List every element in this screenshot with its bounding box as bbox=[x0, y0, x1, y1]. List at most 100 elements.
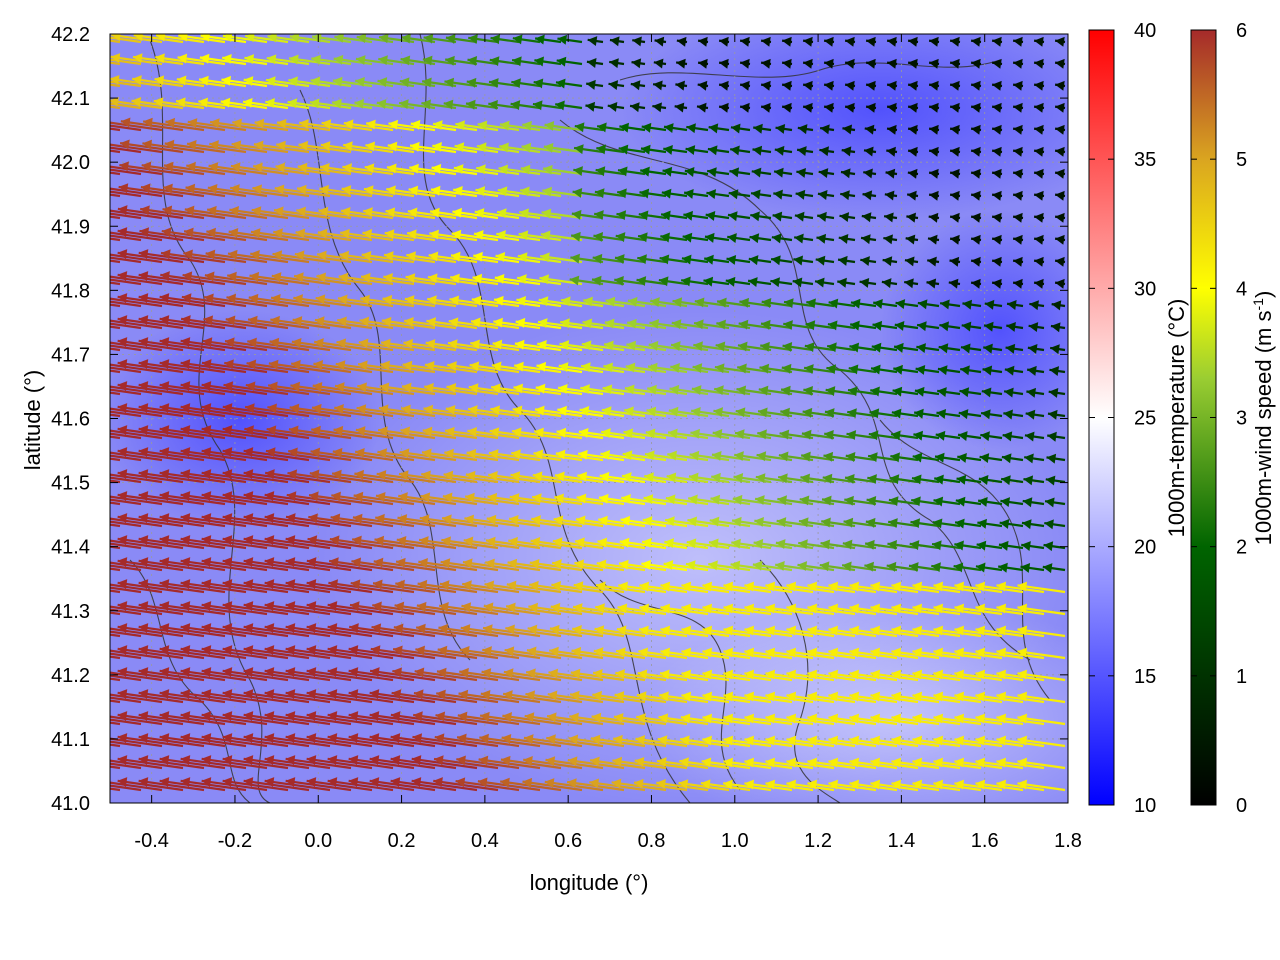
wind-vector bbox=[110, 498, 142, 506]
wind-vector bbox=[603, 362, 646, 374]
wind-vector bbox=[991, 102, 1003, 113]
wind-vector bbox=[586, 58, 604, 68]
wind-vector bbox=[117, 403, 184, 418]
wind-vector bbox=[110, 539, 163, 550]
wind-vector bbox=[907, 124, 919, 135]
wind-vector bbox=[888, 518, 919, 529]
wind-vector bbox=[110, 520, 142, 528]
wind-vector bbox=[786, 647, 835, 660]
wind-vector bbox=[490, 405, 541, 418]
wind-vector bbox=[348, 689, 415, 704]
wind-vector bbox=[118, 183, 184, 198]
wind-vector bbox=[933, 713, 982, 726]
wind-vector bbox=[891, 625, 940, 638]
wind-vector bbox=[579, 406, 625, 418]
wind-vector bbox=[955, 496, 982, 507]
wind-vector bbox=[977, 496, 1003, 507]
wind-vector bbox=[782, 342, 814, 352]
wind-vector bbox=[824, 408, 856, 418]
wind-vector bbox=[159, 777, 226, 792]
wind-vector bbox=[153, 97, 205, 110]
wind-vector bbox=[201, 535, 268, 550]
wind-vector bbox=[306, 711, 373, 726]
wind-vector bbox=[908, 562, 940, 572]
wind-vector bbox=[222, 447, 289, 462]
wind-vector bbox=[385, 207, 436, 220]
wind-vector bbox=[1044, 497, 1066, 508]
wind-vector bbox=[551, 581, 604, 594]
wind-vector bbox=[886, 36, 898, 47]
wind-vector bbox=[243, 76, 289, 88]
wind-vector bbox=[119, 161, 184, 176]
wind-vector bbox=[862, 190, 877, 201]
wind-vector bbox=[488, 99, 520, 110]
wind-vector bbox=[138, 557, 205, 572]
wind-vector bbox=[117, 381, 184, 396]
wind-vector bbox=[844, 58, 856, 69]
wind-vector bbox=[110, 322, 142, 330]
wind-vector bbox=[1029, 300, 1045, 311]
wind-vector bbox=[475, 186, 520, 198]
wind-vector bbox=[201, 491, 268, 506]
wind-vector bbox=[117, 491, 184, 506]
wind-vector bbox=[984, 299, 1003, 310]
wind-vector bbox=[110, 143, 163, 154]
wind-vector bbox=[911, 496, 940, 507]
x-tick-label: -0.4 bbox=[134, 830, 168, 852]
wind-vector bbox=[431, 163, 478, 176]
wind-vector bbox=[1012, 234, 1024, 245]
wind-vector bbox=[133, 34, 184, 44]
wind-vector bbox=[607, 102, 625, 112]
wind-vector bbox=[222, 601, 289, 616]
wind-vector bbox=[110, 737, 163, 748]
wind-vector bbox=[996, 625, 1045, 638]
wind-vector bbox=[594, 210, 625, 221]
wind-vector bbox=[117, 337, 184, 352]
wind-vector bbox=[596, 122, 625, 133]
wind-vector bbox=[849, 647, 898, 660]
wind-vector bbox=[159, 315, 226, 330]
wind-vector bbox=[970, 256, 982, 267]
wind-vector bbox=[1017, 625, 1066, 638]
wind-vector bbox=[243, 557, 310, 572]
wind-vector bbox=[1050, 344, 1066, 355]
wind-vector bbox=[384, 229, 436, 242]
wind-vector bbox=[366, 119, 415, 132]
wind-vector bbox=[844, 102, 856, 113]
colorbar-tick-label: 3 bbox=[1236, 408, 1247, 430]
wind-vector bbox=[203, 315, 268, 330]
wind-vector bbox=[138, 623, 205, 638]
wind-vector bbox=[656, 757, 709, 770]
colorbar-tick-label: 25 bbox=[1134, 408, 1156, 430]
wind-vector bbox=[243, 755, 310, 770]
wind-vector bbox=[528, 602, 583, 616]
wind-vector bbox=[991, 124, 1003, 135]
wind-vector bbox=[369, 667, 436, 682]
wind-vector bbox=[652, 80, 667, 91]
wind-vector bbox=[660, 647, 709, 660]
wind-vector bbox=[392, 645, 457, 660]
wind-vector bbox=[931, 540, 961, 551]
temperature-colorbar-label: 1000m-temperature (°C) bbox=[1164, 299, 1189, 538]
wind-vector bbox=[618, 581, 667, 594]
wind-vector bbox=[224, 359, 289, 374]
wind-vector bbox=[938, 343, 961, 354]
y-tick-label: 42.0 bbox=[51, 152, 90, 174]
wind-vector bbox=[448, 317, 499, 330]
wind-vector bbox=[801, 429, 835, 440]
wind-vector bbox=[744, 625, 793, 638]
wind-vector bbox=[470, 317, 520, 330]
wind-vector bbox=[603, 340, 646, 352]
wind-vector bbox=[519, 186, 562, 198]
wind-vector bbox=[723, 779, 772, 792]
wind-vector bbox=[348, 667, 415, 682]
wind-vector bbox=[881, 278, 898, 289]
wind-vector bbox=[428, 251, 478, 264]
wind-vector bbox=[825, 386, 856, 397]
wind-vector bbox=[117, 689, 184, 704]
wind-vector bbox=[705, 211, 730, 221]
wind-vector bbox=[765, 757, 814, 770]
wind-vector bbox=[949, 146, 961, 157]
wind-vector bbox=[594, 625, 646, 638]
wind-vector bbox=[621, 472, 667, 484]
